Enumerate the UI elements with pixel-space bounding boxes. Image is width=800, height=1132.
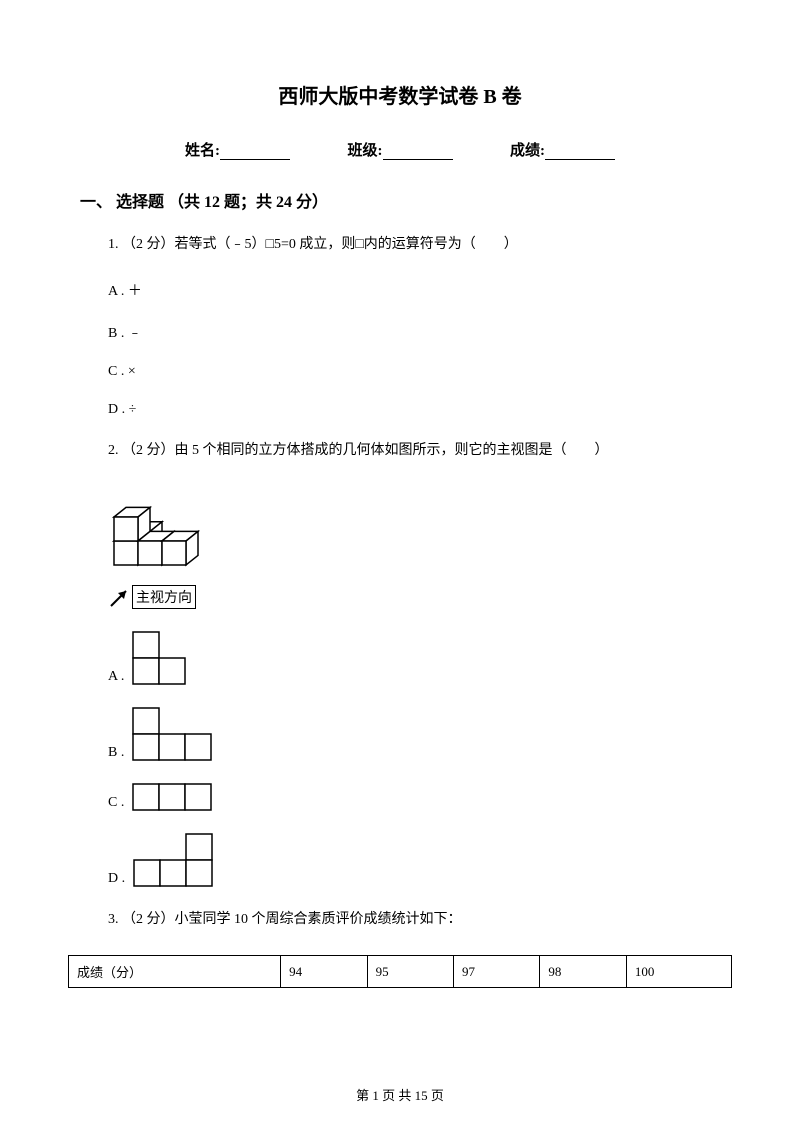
section-heading: 一、 选择题 （共 12 题；共 24 分） (80, 188, 720, 212)
q2-option-b: B . (108, 707, 720, 761)
q1-option-c: C . × (108, 364, 720, 380)
info-line: 姓名: 班级: 成绩: (80, 139, 720, 160)
q2-option-b-label: B . (108, 745, 124, 761)
table-cell: 97 (454, 956, 540, 988)
q2-option-d-figure (133, 833, 213, 887)
q2-option-b-figure (132, 707, 212, 761)
q2-option-c-label: C . (108, 795, 124, 811)
q2-option-c-figure (132, 783, 212, 811)
table-row: 成绩（分） 94 95 97 98 100 (69, 956, 732, 988)
table-cell: 98 (540, 956, 626, 988)
score-label: 成绩: (510, 143, 545, 159)
class-blank (383, 144, 453, 160)
q2-option-d-label: D . (108, 871, 125, 887)
q2-text: 2. （2 分）由 5 个相同的立方体搭成的几何体如图所示，则它的主视图是（ ） (108, 440, 720, 462)
table-cell: 100 (626, 956, 731, 988)
q2-option-c: C . (108, 783, 720, 811)
q1-option-d: D . ÷ (108, 402, 720, 418)
q1-option-a: A . ＋ (108, 280, 720, 300)
class-label: 班级: (348, 143, 383, 159)
q3-table: 成绩（分） 94 95 97 98 100 (68, 955, 732, 988)
table-header-cell: 成绩（分） (69, 956, 281, 988)
q2-view-direction: 主视方向 (108, 585, 720, 609)
q2-option-a: A . (108, 631, 720, 685)
q2-option-a-label: A . (108, 669, 124, 685)
table-cell: 94 (281, 956, 367, 988)
page-title: 西师大版中考数学试卷 B 卷 (80, 80, 720, 109)
q2-3d-figure (108, 487, 720, 577)
name-blank (220, 144, 290, 160)
view-direction-label: 主视方向 (132, 585, 196, 609)
arrow-icon (108, 585, 132, 609)
table-cell: 95 (367, 956, 453, 988)
score-blank (545, 144, 615, 160)
q1-option-b: B . ﹣ (108, 322, 720, 342)
page-footer: 第 1 页 共 15 页 (0, 1085, 800, 1104)
q1-text: 1. （2 分）若等式（﹣5）□5=0 成立，则□内的运算符号为（ ） (108, 234, 720, 256)
q2-option-a-figure (132, 631, 186, 685)
q2-option-d: D . (108, 833, 720, 887)
q3-text: 3. （2 分）小莹同学 10 个周综合素质评价成绩统计如下： (108, 909, 720, 931)
name-label: 姓名: (185, 143, 220, 159)
